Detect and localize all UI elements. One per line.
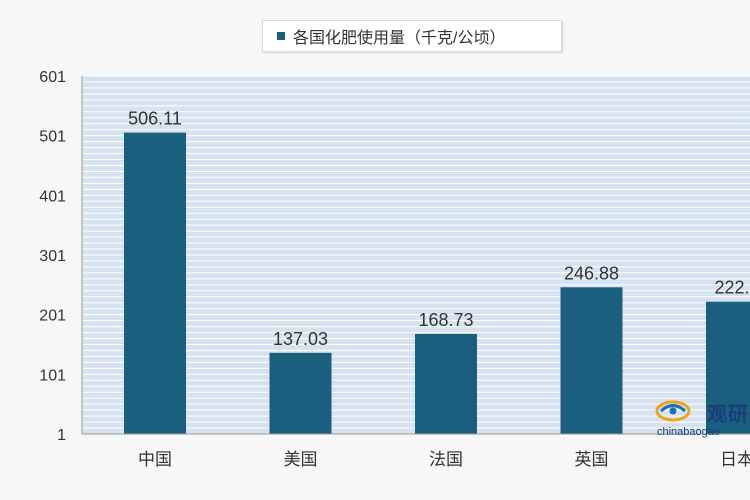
bar xyxy=(706,301,750,434)
watermark-text-cn: 观研 xyxy=(707,402,749,426)
y-tick-label: 301 xyxy=(39,248,66,265)
y-tick-label: 201 xyxy=(39,308,66,325)
y-axis-ticks: 1 101 201 301 401 501 601 xyxy=(39,69,66,444)
bars xyxy=(124,132,750,434)
data-label: 137.03 xyxy=(273,329,328,349)
legend-swatch xyxy=(277,32,285,40)
y-tick-label: 501 xyxy=(39,129,66,146)
x-tick-label: 中国 xyxy=(138,450,172,470)
x-tick-label: 法国 xyxy=(429,450,463,470)
y-tick-label: 401 xyxy=(39,188,66,205)
bar xyxy=(269,352,332,434)
x-tick-label: 日本 xyxy=(720,450,750,470)
eye-swirl-logo-icon xyxy=(655,400,691,422)
y-tick-label: 601 xyxy=(39,69,66,86)
data-label: 506.11 xyxy=(128,109,182,129)
data-labels: 506.11 137.03 168.73 246.88 222.7 xyxy=(128,109,750,349)
bar xyxy=(124,132,186,434)
bar xyxy=(560,287,623,434)
legend: 各国化肥使用量（千克/公顷） xyxy=(262,20,562,52)
watermark: 观研 chinabaogao xyxy=(655,398,750,442)
y-tick-label: 1 xyxy=(57,427,66,444)
watermark-text-en: chinabaogao xyxy=(657,426,721,438)
x-axis-ticks: 中国 美国 法国 英国 日本 xyxy=(138,450,750,470)
x-tick-label: 美国 xyxy=(284,450,318,470)
y-tick-label: 101 xyxy=(39,367,66,384)
x-tick-label: 英国 xyxy=(575,450,609,470)
data-label: 246.88 xyxy=(564,263,619,283)
bar xyxy=(415,333,477,434)
data-label: 168.73 xyxy=(418,310,473,330)
legend-label: 各国化肥使用量（千克/公顷） xyxy=(293,30,506,47)
data-label: 222.7 xyxy=(714,278,750,298)
axis-lines xyxy=(81,76,750,435)
